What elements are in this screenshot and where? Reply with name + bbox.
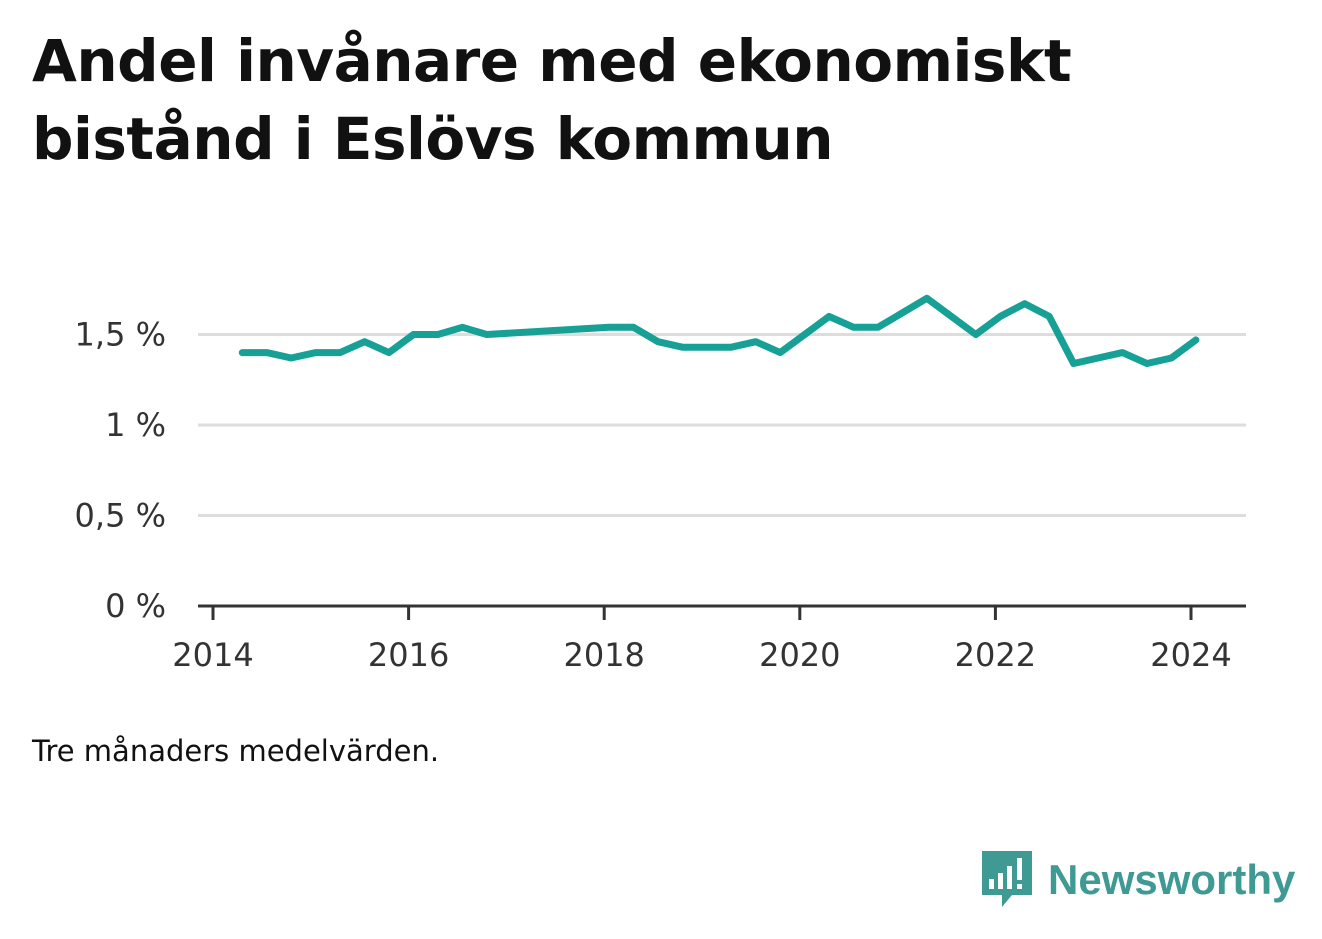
newsworthy-logo-icon — [982, 851, 1032, 907]
brand-name: Newsworthy — [1048, 856, 1296, 903]
x-tick-label: 2020 — [759, 636, 840, 674]
y-axis-labels: 0 % 0,5 % 1 % 1,5 % — [75, 316, 166, 626]
x-axis — [198, 604, 1246, 620]
grid-lines — [198, 333, 1246, 517]
y-tick-label: 1,5 % — [75, 316, 166, 354]
x-tick-label: 2024 — [1150, 636, 1231, 674]
brand-logo: Newsworthy — [980, 848, 1295, 912]
y-tick-label: 1 % — [105, 406, 166, 444]
x-axis-labels: 2014 2016 2018 2020 2022 2024 — [172, 636, 1231, 674]
x-tick-label: 2022 — [955, 636, 1036, 674]
y-tick-label: 0,5 % — [75, 497, 166, 535]
x-tick-label: 2018 — [563, 636, 644, 674]
series-line — [238, 294, 1200, 367]
x-tick-label: 2014 — [172, 636, 253, 674]
y-tick-label: 0 % — [105, 587, 166, 625]
series-layer — [238, 294, 1200, 367]
x-tick-label: 2016 — [368, 636, 449, 674]
chart-note: Tre månaders medelvärden. — [32, 734, 440, 768]
chart-title: Andel invånare med ekonomiskt bistånd i … — [32, 27, 1072, 173]
